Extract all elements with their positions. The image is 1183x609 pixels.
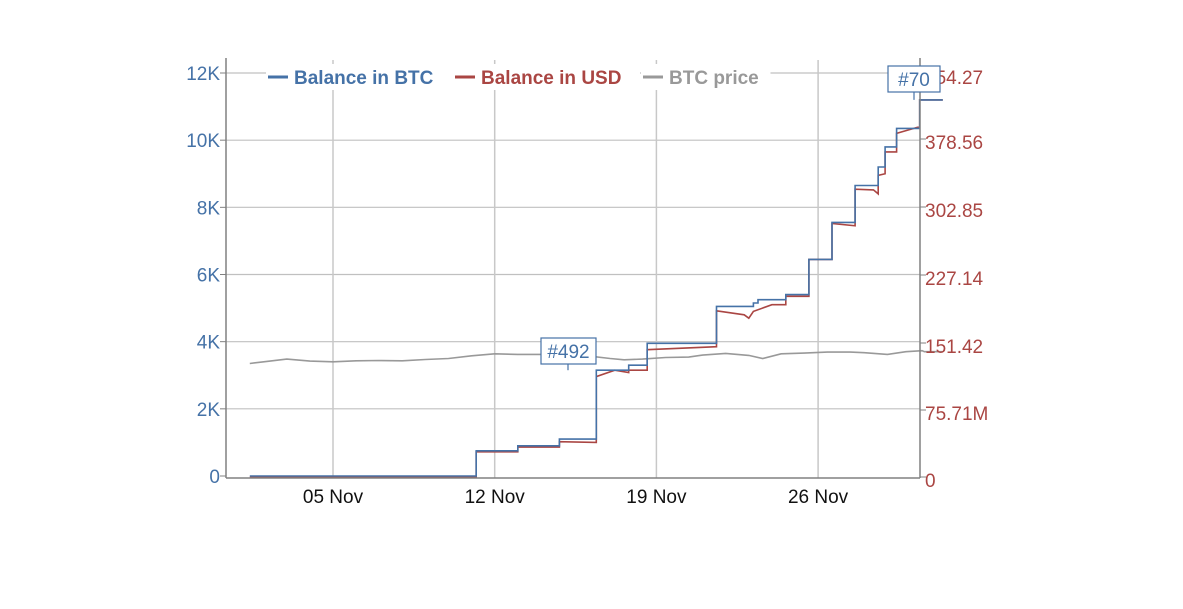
series-lines	[249, 99, 943, 478]
right-tick-label: 227.14	[925, 269, 984, 290]
flag-label: #492	[547, 342, 589, 363]
right-tick-label: 378.56	[925, 133, 983, 154]
balance-in-usd-line	[249, 99, 943, 478]
axes	[225, 58, 921, 479]
left-axis-ticks: 0 2K 4K 6K 8K 10K 12K	[186, 64, 226, 488]
legend-item-btc-price[interactable]: BTC price	[641, 64, 771, 90]
left-tick-label: 2K	[197, 400, 221, 421]
flag-492[interactable]: #492	[540, 337, 597, 371]
x-tick-label: 19 Nov	[626, 487, 687, 508]
flag-label: #70	[898, 70, 930, 91]
x-tick-label: 12 Nov	[465, 487, 526, 508]
left-tick-label: 6K	[197, 266, 221, 287]
left-tick-label: 12K	[186, 64, 220, 85]
legend-item-balance-in-usd[interactable]: Balance in USD	[453, 64, 640, 90]
grid-lines	[226, 60, 920, 478]
balance-in-btc-line	[249, 99, 943, 477]
right-tick-label: 302.85	[925, 201, 983, 222]
right-tick-label: 151.42	[925, 337, 983, 358]
right-tick-label: 75.71M	[925, 404, 988, 425]
x-axis-ticks: 05 Nov 12 Nov 19 Nov 26 Nov	[303, 487, 849, 508]
x-tick-label: 05 Nov	[303, 487, 364, 508]
right-tick-label: 0	[925, 471, 936, 492]
left-tick-label: 0	[209, 467, 220, 488]
legend-label: Balance in USD	[481, 68, 621, 89]
x-tick-label: 26 Nov	[788, 487, 849, 508]
left-tick-label: 4K	[197, 333, 221, 354]
left-tick-label: 8K	[197, 198, 221, 219]
annotation-flags: #492 #70	[540, 65, 941, 371]
btc-price-line	[249, 349, 943, 365]
legend-label: BTC price	[669, 68, 759, 89]
legend-item-balance-in-btc[interactable]: Balance in BTC	[266, 64, 453, 90]
left-tick-label: 10K	[186, 131, 220, 152]
flag-70[interactable]: #70	[887, 65, 941, 100]
legend-label: Balance in BTC	[294, 68, 434, 89]
legend[interactable]: Balance in BTC Balance in USD BTC price	[266, 64, 771, 90]
